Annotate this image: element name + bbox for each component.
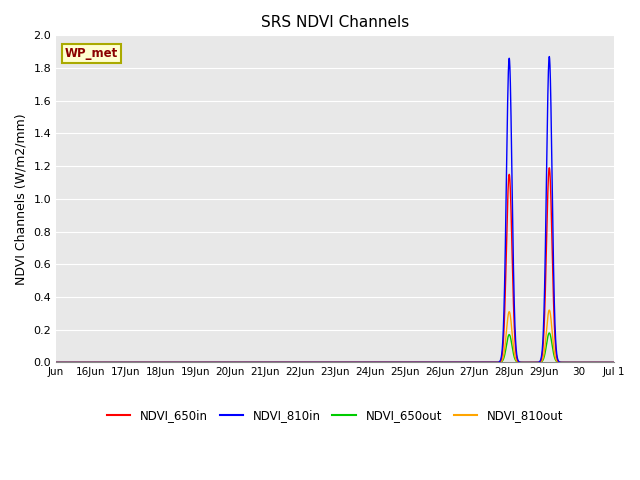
Y-axis label: NDVI Channels (W/m2/mm): NDVI Channels (W/m2/mm) [15,113,28,285]
Legend: NDVI_650in, NDVI_810in, NDVI_650out, NDVI_810out: NDVI_650in, NDVI_810in, NDVI_650out, NDV… [102,404,568,427]
Text: WP_met: WP_met [65,47,118,60]
Title: SRS NDVI Channels: SRS NDVI Channels [261,15,409,30]
